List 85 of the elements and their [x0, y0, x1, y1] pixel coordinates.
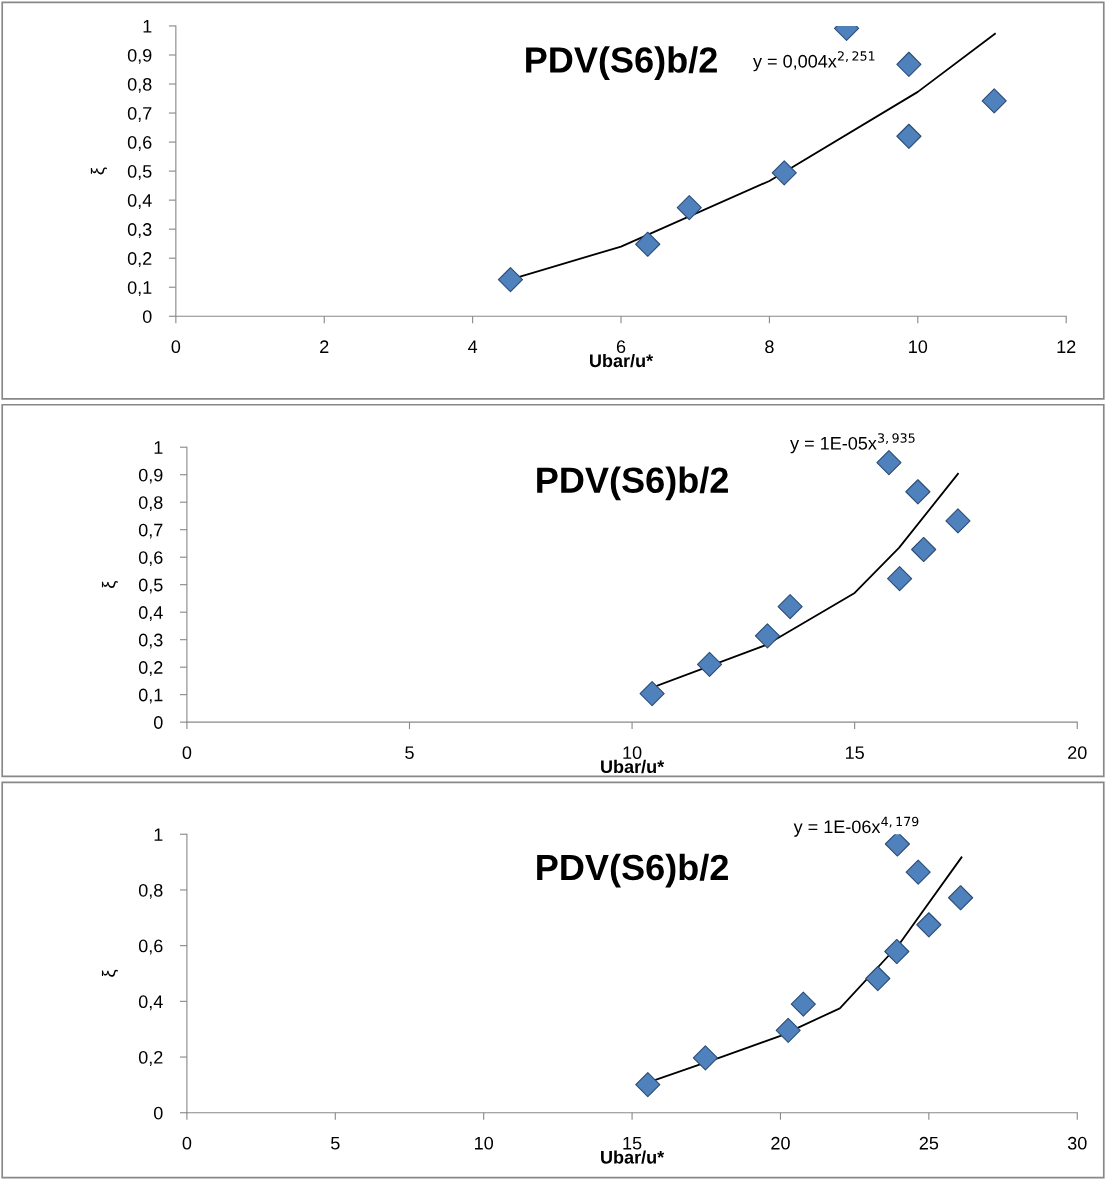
- y-tick-label: 0,8: [138, 883, 163, 899]
- x-tick-label: 25: [919, 1136, 939, 1150]
- text: PDV(S6)b/2: [526, 46, 717, 80]
- y-tick-label: 0,9: [138, 468, 163, 484]
- point: [948, 885, 974, 911]
- x-tick-label: 10: [623, 746, 642, 760]
- point: [905, 859, 931, 885]
- point: [635, 231, 661, 257]
- y-tick-label: 0,4: [138, 606, 163, 622]
- y-tick-label: 0,7: [127, 106, 152, 122]
- x-tick-label: 4: [468, 340, 478, 353]
- x-tick-label: 10: [909, 340, 928, 354]
- y-tick-label: 0,7: [138, 523, 163, 539]
- x-tick-label: 5: [405, 746, 414, 760]
- point: [884, 834, 910, 857]
- y-tick-label: 0,5: [138, 578, 163, 594]
- y-axis-title: ξ: [101, 969, 119, 977]
- y-tick-label: 0: [153, 716, 163, 729]
- chart-title: PDV(S6)b/2: [537, 466, 728, 501]
- x-axis-title: Ubar/u*: [601, 759, 665, 774]
- y-tick-label: 0,3: [127, 223, 152, 239]
- y-axis-title: ξ: [90, 167, 108, 175]
- annotation: y = 1E-06x$^{4,179}$: [793, 816, 919, 837]
- x-tick-label: 0: [182, 1136, 192, 1150]
- y-tick-label: 1: [154, 441, 163, 454]
- y-tick-label: 0,2: [138, 1050, 163, 1066]
- y-tick-label: 0,4: [127, 194, 152, 209]
- y-tick-label: 1: [143, 20, 152, 33]
- annotation: y = 0,004x$^{2,251}$: [753, 51, 875, 72]
- x-tick-label: 8: [765, 340, 774, 354]
- x-tick-label: 15: [623, 1137, 642, 1150]
- y-tick-label: 0,9: [127, 48, 152, 64]
- x-tick-label: 20: [771, 1136, 790, 1150]
- point: [676, 195, 702, 221]
- y-tick-label: 0,2: [138, 661, 163, 677]
- point: [790, 991, 816, 1017]
- x-tick-label: 0: [171, 340, 181, 354]
- y-tick-label: 0,3: [138, 633, 163, 649]
- point: [754, 623, 780, 649]
- y-tick-label: 0,6: [127, 136, 152, 151]
- y-axis-title: ξ: [101, 581, 119, 588]
- y-tick-label: 1: [154, 828, 163, 841]
- y-tick-label: 0,8: [127, 77, 152, 93]
- x-axis-title: Ubar/u*: [601, 1150, 665, 1164]
- x-tick-label: 10: [475, 1136, 494, 1150]
- point: [876, 450, 902, 476]
- x-tick-label: 12: [1057, 340, 1076, 353]
- point: [905, 479, 931, 505]
- x-tick-label: 5: [331, 1137, 340, 1150]
- y-tick-label: 0,4: [138, 995, 163, 1011]
- text: PDV(S6)b/2: [537, 853, 728, 888]
- x-tick-label: 15: [846, 746, 864, 760]
- y-tick-label: 0: [142, 310, 152, 323]
- point: [777, 594, 803, 620]
- x-tick-label: 30: [1067, 1136, 1087, 1150]
- point: [771, 160, 797, 186]
- point: [635, 1072, 661, 1098]
- annotation: y = 1E-05x$^{3,935}$: [790, 433, 915, 454]
- y-tick-label: 0,6: [138, 551, 163, 567]
- y-tick-label: 0: [153, 1106, 163, 1120]
- point: [639, 680, 665, 707]
- x-tick-label: 20: [1068, 746, 1087, 760]
- point: [775, 1017, 801, 1043]
- point: [896, 51, 922, 77]
- x-axis-title: Ubar/u*: [590, 353, 654, 368]
- y-tick-label: 0,1: [127, 281, 152, 297]
- y-tick-label: 0,8: [138, 496, 163, 512]
- point: [865, 965, 891, 992]
- point: [945, 508, 971, 534]
- y-tick-label: 0,5: [127, 165, 152, 180]
- point: [896, 123, 922, 149]
- point: [696, 651, 723, 678]
- x-tick-label: 0: [182, 746, 192, 760]
- point: [887, 566, 913, 592]
- point: [981, 88, 1007, 114]
- point: [916, 912, 942, 938]
- point: [911, 536, 937, 563]
- y-tick-label: 0,1: [138, 688, 163, 704]
- point: [884, 938, 910, 965]
- x-tick-label: 2: [320, 340, 329, 353]
- x-tick-label: 6: [616, 340, 626, 354]
- point: [692, 1045, 718, 1071]
- y-tick-label: 0,2: [127, 252, 152, 268]
- y-tick-label: 0,6: [138, 939, 163, 955]
- point: [497, 267, 524, 293]
